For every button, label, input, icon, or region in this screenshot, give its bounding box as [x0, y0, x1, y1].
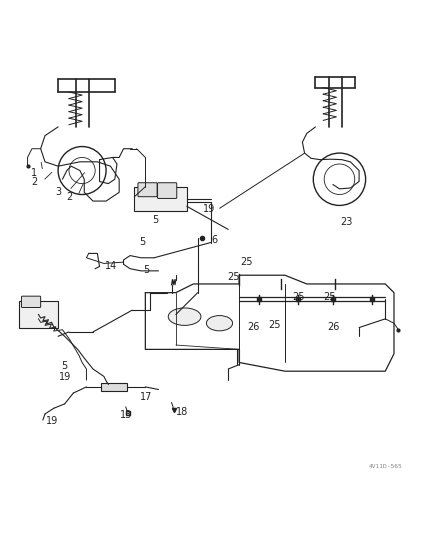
Text: 25: 25 — [322, 292, 335, 302]
Text: 14: 14 — [105, 261, 117, 271]
Text: 25: 25 — [292, 292, 304, 302]
Text: 6: 6 — [211, 235, 217, 245]
Text: 25: 25 — [268, 320, 280, 330]
FancyBboxPatch shape — [101, 383, 127, 391]
Text: 5: 5 — [152, 215, 158, 225]
Text: 25: 25 — [227, 272, 239, 282]
FancyBboxPatch shape — [138, 183, 157, 197]
Text: 3: 3 — [55, 187, 61, 197]
Text: 5: 5 — [138, 237, 145, 247]
Text: 19: 19 — [46, 416, 58, 426]
Text: 18: 18 — [176, 407, 188, 417]
FancyBboxPatch shape — [19, 301, 58, 328]
Ellipse shape — [168, 308, 201, 325]
Text: 5: 5 — [143, 265, 149, 276]
Text: 4V11D-565: 4V11D-565 — [368, 464, 402, 470]
FancyBboxPatch shape — [21, 296, 41, 308]
Text: 2: 2 — [66, 192, 72, 202]
FancyBboxPatch shape — [157, 183, 177, 198]
Text: 1: 1 — [31, 168, 37, 178]
Text: 5: 5 — [61, 361, 67, 372]
Text: 26: 26 — [246, 322, 259, 332]
Text: 19: 19 — [202, 204, 215, 214]
Text: 25: 25 — [240, 257, 252, 266]
Text: 26: 26 — [327, 322, 339, 332]
Text: 13: 13 — [119, 410, 131, 420]
FancyBboxPatch shape — [134, 187, 186, 211]
Text: 19: 19 — [59, 372, 71, 382]
Text: 17: 17 — [140, 392, 152, 402]
Ellipse shape — [206, 316, 232, 331]
Text: 2: 2 — [31, 177, 37, 187]
Text: 23: 23 — [340, 217, 352, 228]
